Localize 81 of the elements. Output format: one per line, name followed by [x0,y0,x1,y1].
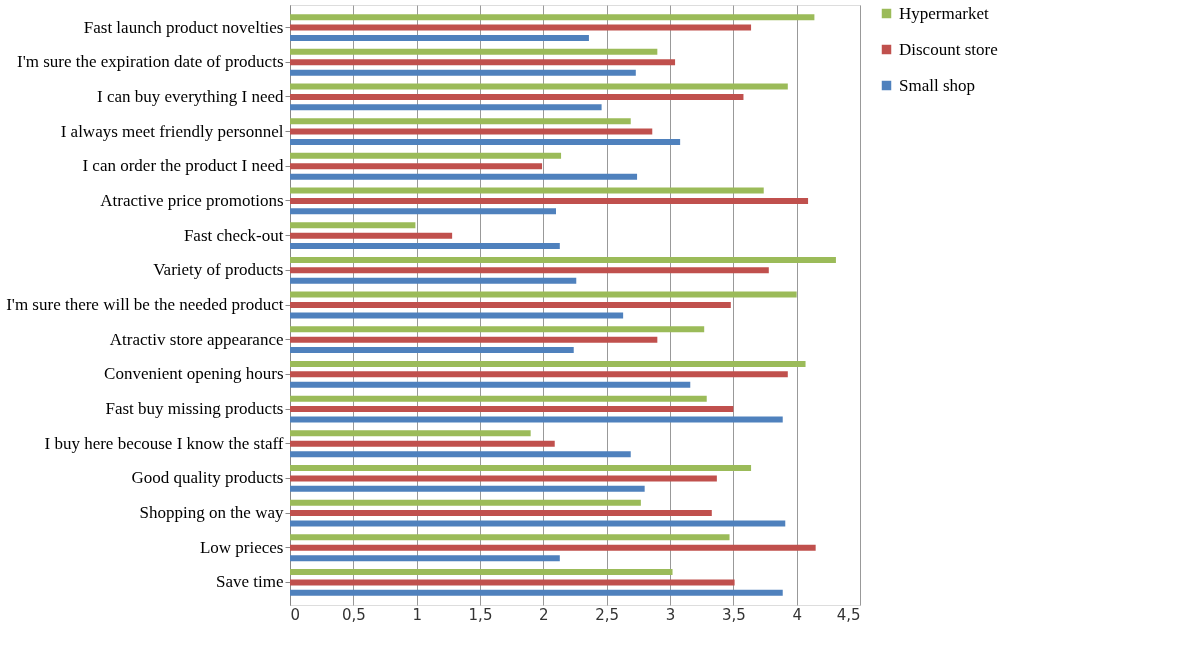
y-tick-label: Atractiv store appearance [109,329,284,349]
bar [290,93,744,100]
bar [290,510,712,517]
bar [290,326,705,333]
bar [290,69,636,76]
x-tick-label: 3,5 [721,605,746,624]
bar [290,267,769,274]
bar [290,579,735,586]
bar [290,138,681,145]
bar [290,187,764,194]
bar [290,222,416,229]
x-tick-label: 1 [412,605,422,624]
bar [290,475,717,482]
bar [290,371,788,378]
bar [290,416,783,423]
bar [290,312,624,319]
x-tick-label: 4 [792,605,802,624]
bar [290,34,589,41]
x-tick-label: 3 [665,605,676,624]
y-tick-label: I'm sure the expiration date of products [17,52,284,72]
bar [290,555,560,562]
bar [290,347,574,354]
bar [290,24,752,31]
y-tick-label: Atractive price promotions [100,190,284,210]
y-tick-label: Low prieces [199,537,284,557]
bar [290,499,641,506]
legend-label: Hypermarket [899,3,989,23]
bar [290,534,730,541]
y-tick-label: Shopping on the way [139,503,284,523]
y-tick-label: Variety of products [153,260,284,280]
x-tick-label: 0,5 [341,605,366,624]
legend-label: Small shop [899,75,976,95]
y-tick-label: Save time [215,572,284,592]
bar [290,302,731,308]
bar [290,14,815,21]
bar [290,291,797,298]
bar [290,197,809,204]
bar [290,569,673,576]
bar [290,104,602,111]
bar [290,465,752,472]
bar [290,406,734,413]
bar [290,163,543,170]
bar [290,59,676,66]
bar [290,336,658,343]
bar [290,256,836,263]
bar [290,152,562,159]
y-tick-label: I can buy everything I need [97,86,284,106]
bar [290,83,788,90]
bar [290,589,783,596]
bar [290,277,577,284]
x-tick-label: 0 [290,605,301,624]
bar [290,128,653,135]
bar [290,440,555,447]
bar [290,208,556,215]
y-tick-label: Convenient opening hours [104,364,284,384]
y-tick-label: Fast check-out [183,225,284,245]
x-tick-label: 1,5 [468,605,493,624]
x-tick-label: 2 [539,605,549,624]
y-tick-label: Fast buy missing products [105,399,284,419]
bar [290,381,691,388]
bar [290,520,786,527]
bar [290,485,645,492]
x-tick-label: 2,5 [595,605,620,624]
bar [290,118,631,125]
y-tick-label: Good quality products [131,468,284,488]
bar [290,243,560,250]
bar [290,173,638,180]
bar [290,360,806,367]
y-tick-label: I always meet friendly personnel [60,121,284,141]
bar [290,451,631,458]
y-tick-label: I can order the product I need [82,156,284,176]
y-tick-label: Fast launch product novelties [83,17,284,37]
legend-label: Discount store [899,39,998,59]
y-tick-label: I'm sure there will be the needed product [6,295,284,314]
y-tick-label: I buy here becouse I know the staff [44,433,284,453]
bar [290,544,816,551]
x-tick-label: 4,5 [836,605,861,624]
bar [290,232,453,239]
bar [290,430,531,437]
bar [290,395,707,402]
bar [290,48,658,55]
